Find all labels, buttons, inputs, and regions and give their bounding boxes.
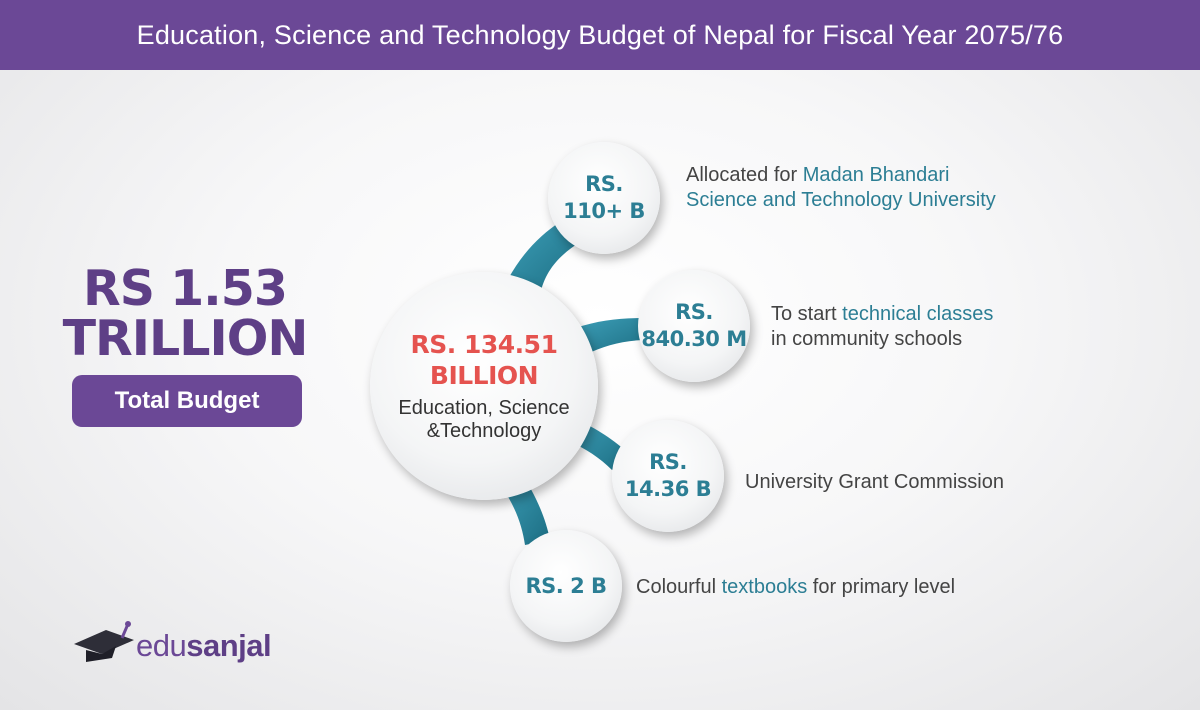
branch-3-description: University Grant Commission: [745, 470, 1004, 495]
graduation-cap-icon: [74, 621, 134, 662]
brand-part-1: edu: [136, 628, 187, 663]
branch-3-desc-text: University Grant Commission: [745, 471, 1004, 493]
branch-2-description: To start technical classes in community …: [771, 302, 993, 352]
branch-4-description: Colourful textbooks for primary level: [636, 575, 955, 600]
branch-circle-1: RS. 110+ B: [548, 142, 660, 254]
total-budget-label: Total Budget: [114, 387, 260, 414]
branch-circle-3: RS. 14.36 B: [612, 420, 724, 532]
branch-2-desc-text-2: in community schools: [771, 328, 963, 350]
branch-circle-4: RS. 2 B: [510, 530, 622, 642]
header-banner: Education, Science and Technology Budget…: [0, 0, 1200, 70]
connector-2: [575, 318, 648, 355]
branch-4-desc-text: Colourful: [636, 576, 722, 598]
center-caption-line2: &Technology: [426, 420, 542, 442]
total-amount-line1: RS 1.53: [83, 260, 288, 317]
branch-circle-2: RS. 840.30 M: [638, 270, 750, 382]
page-title: Education, Science and Technology Budget…: [136, 19, 1064, 50]
branch-3-amount-line1: RS.: [649, 450, 687, 474]
branch-1-amount-line1: RS.: [585, 172, 623, 196]
branch-4-amount: RS. 2 B: [525, 573, 607, 598]
branch-2-amount-line1: RS.: [675, 300, 713, 324]
brand-logo-text: edusanjal: [136, 628, 272, 664]
total-amount-line2: TRILLION: [62, 310, 309, 367]
branch-4-desc-text-2: for primary level: [807, 576, 956, 598]
center-caption-line1: Education, Science: [398, 397, 570, 419]
branch-1-desc-highlight-2: Science and Technology University: [686, 189, 996, 211]
branch-1-desc-text: Allocated for: [686, 164, 803, 186]
branch-3-amount-line2: 14.36 B: [624, 477, 712, 501]
center-circle: RS. 134.51 BILLION Education, Science &T…: [370, 272, 598, 500]
branch-2-desc-text: To start: [771, 303, 843, 325]
center-amount-line1: RS. 134.51: [410, 330, 558, 359]
branch-1-description: Allocated for Madan Bhandari Science and…: [686, 163, 996, 213]
branch-2-amount-line2: 840.30 M: [641, 327, 747, 351]
brand-part-2: sanjal: [186, 628, 272, 663]
total-budget-badge: Total Budget: [72, 375, 302, 427]
branch-1-amount-line2: 110+ B: [563, 199, 645, 223]
connector-1: [505, 222, 580, 295]
branch-1-desc-highlight: Madan Bhandari: [802, 164, 950, 186]
center-amount-line2: BILLION: [429, 361, 539, 390]
branch-4-desc-highlight: textbooks: [721, 576, 808, 598]
center-caption: Education, Science &Technology: [398, 397, 569, 443]
branch-2-desc-highlight: technical classes: [842, 303, 994, 325]
